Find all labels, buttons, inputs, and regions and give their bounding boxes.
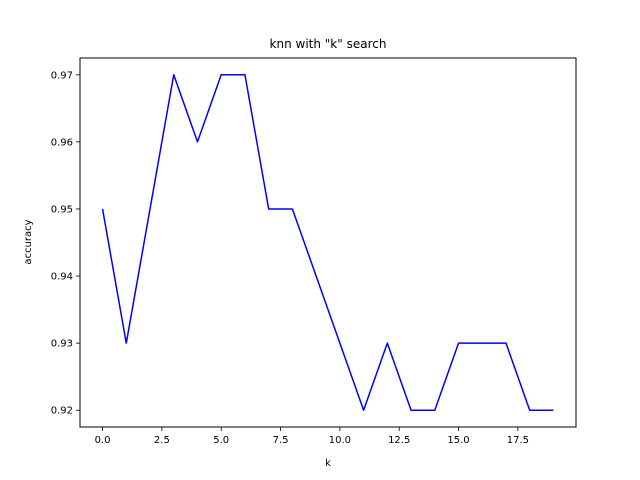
x-axis: 0.0 2.5 5.0 7.5 10.0 12.5 15.0 17.5 xyxy=(95,427,529,446)
y-tick-label: 0.94 xyxy=(51,272,73,283)
x-axis-label: k xyxy=(325,458,331,469)
chart-title: knn with "k" search xyxy=(270,37,387,51)
y-tick-label: 0.93 xyxy=(51,339,73,350)
axes-frame xyxy=(79,57,577,428)
y-axis: 0.92 0.93 0.94 0.95 0.96 0.97 xyxy=(51,70,80,417)
y-tick-label: 0.97 xyxy=(51,70,73,81)
y-tick-label: 0.96 xyxy=(51,137,73,148)
y-tick-label: 0.92 xyxy=(51,406,73,417)
x-tick-label: 5.0 xyxy=(213,435,229,446)
y-tick-label: 0.95 xyxy=(51,204,73,215)
x-tick-label: 0.0 xyxy=(95,435,111,446)
x-tick-label: 2.5 xyxy=(154,435,170,446)
x-tick-label: 12.5 xyxy=(388,435,410,446)
x-tick-label: 15.0 xyxy=(447,435,469,446)
series-line xyxy=(101,74,554,411)
x-tick-label: 17.5 xyxy=(507,435,529,446)
plot-area xyxy=(101,74,554,411)
x-tick-label: 7.5 xyxy=(273,435,289,446)
y-axis-label: accuracy xyxy=(23,219,34,264)
x-tick-label: 10.0 xyxy=(329,435,351,446)
